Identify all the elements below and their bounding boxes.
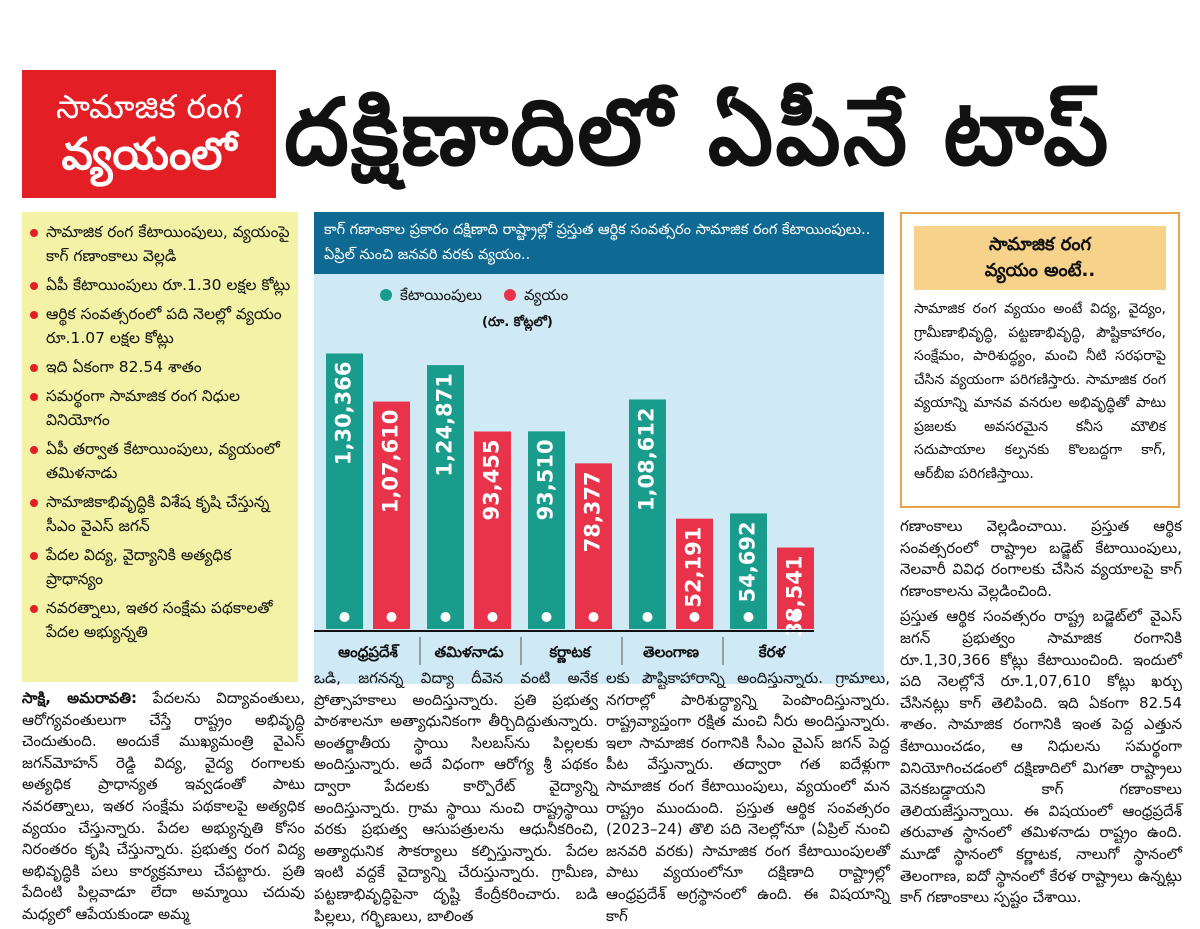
category-label: తెలంగాణ: [643, 643, 700, 661]
highlight-text: నవరత్నాలు, ఇతర సంక్షేమ పథకాలతో పేదల అభ్య…: [46, 599, 273, 641]
highlight-text: ఏపీ తర్వాత కేటాయింపులు, వ్యయంలో తమిళనాడు: [46, 440, 280, 482]
highlight-item: నవరత్నాలు, ఇతర సంక్షేమ పథకాలతో పేదల అభ్య…: [30, 596, 292, 644]
article-column-2: ఒడి, జగనన్న విద్యా దీవెన వంటి అనేక ప్రోత…: [314, 669, 598, 925]
bar: [474, 431, 511, 629]
info-title-line2: వ్యయం అంటే..: [984, 260, 1096, 281]
data-label: 78,377: [581, 471, 605, 552]
highlights-panel: సామాజిక రంగ కేటాయింపులు, వ్యయంపై కాగ్ గణ…: [22, 212, 298, 682]
headline: దక్షిణాదిలో ఏపీనే టాప్: [284, 79, 1111, 186]
bar-dot: [642, 612, 653, 622]
bullet-icon: [30, 393, 38, 401]
bar-dot: [487, 612, 498, 622]
highlight-item: సామాజికాభివృద్ధికి విశేష కృషి చేస్తున్న …: [30, 490, 292, 538]
data-label: 1,07,610: [379, 410, 403, 514]
highlight-item: ఇది ఏకంగా 82.54 శాతం: [30, 355, 292, 379]
bar: [629, 399, 666, 629]
bar: [528, 431, 565, 629]
unit-label: (రూ. కోట్లలో): [482, 314, 553, 332]
dateline: సాక్షి, అమరావతి:: [22, 689, 138, 707]
bar: [427, 365, 464, 629]
chart-title: కాగ్ గణాంకాల ప్రకారం దక్షిణాది రాష్ట్రాల…: [314, 212, 884, 274]
bullet-icon: [30, 311, 38, 319]
highlight-item: ఏపీ కేటాయింపులు రూ.1.30 లక్షల కోట్లు: [30, 273, 292, 297]
category-label: కేరళ: [758, 643, 787, 661]
highlight-text: సామాజికాభివృద్ధికి విశేష కృషి చేస్తున్న …: [46, 493, 270, 535]
bar-dot: [588, 612, 599, 622]
category-label: తమిళనాడు: [434, 643, 503, 661]
info-title: సామాజిక రంగ వ్యయం అంటే..: [914, 226, 1166, 290]
chart-panel: కాగ్ గణాంకాల ప్రకారం దక్షిణాది రాష్ట్రాల…: [314, 212, 884, 684]
bullet-icon: [30, 552, 38, 560]
bar-dot: [541, 612, 552, 622]
bar-dot: [339, 612, 350, 622]
bar-dot: [386, 612, 397, 622]
highlight-item: పేదల విద్య, వైద్యానికి అత్యధిక ప్రాధాన్య…: [30, 543, 292, 591]
legend-label: కేటాయింపులు: [400, 286, 482, 304]
highlight-text: సామాజిక రంగ కేటాయింపులు, వ్యయంపై కాగ్ గణ…: [46, 223, 290, 265]
legend-label: వ్యయం: [524, 286, 569, 306]
highlight-item: ఆర్థిక సంవత్సరంలో పది నెలల్లో వ్యయం రూ.1…: [30, 302, 292, 350]
article-text: పేదలను విద్యావంతులు, ఆరోగ్యవంతులుగా చేస్…: [22, 689, 305, 923]
legend-marker: [504, 289, 516, 301]
bar: [373, 401, 410, 629]
bar: [676, 518, 713, 629]
highlight-text: సమర్థంగా సామాజిక రంగ నిధుల వినియోగం: [46, 387, 240, 429]
bar-chart: కేటాయింపులు వ్యయం (రూ. కోట్లలో) 1,30,366 1,0…: [314, 286, 814, 665]
bar-dot: [743, 612, 754, 622]
bar-dot: [440, 612, 451, 622]
section-tag: సామాజిక రంగ వ్యయంలో: [22, 70, 276, 198]
article-column-3: లకు పౌష్టికాహారాన్ని అందిస్తున్నారు. గ్ర…: [606, 669, 890, 925]
info-title-line1: సామాజిక రంగ: [989, 234, 1091, 255]
highlight-text: ఇది ఏకంగా 82.54 శాతం: [46, 358, 202, 376]
data-label: 38,541: [783, 556, 807, 637]
data-label: 1,30,366: [332, 361, 356, 465]
bullet-icon: [30, 229, 38, 237]
article-column-right: గణాంకాలు వెల్లడించాయి. ప్రస్తుత ఆర్థిక స…: [900, 516, 1182, 916]
category-label: కర్ణాటక: [548, 643, 591, 664]
highlights-list: సామాజిక రంగ కేటాయింపులు, వ్యయంపై కాగ్ గణ…: [30, 220, 292, 644]
bullet-icon: [30, 282, 38, 290]
highlight-text: ఏపీ కేటాయింపులు రూ.1.30 లక్షల కోట్లు: [46, 276, 291, 294]
article-paragraph: ప్రస్తుత ఆర్థిక సంవత్సరం రాష్ట్ర బడ్జెట్…: [900, 607, 1182, 907]
highlight-text: పేదల విద్య, వైద్యానికి అత్యధిక ప్రాధాన్య…: [46, 546, 232, 588]
bullet-icon: [30, 499, 38, 507]
highlight-item: ఏపీ తర్వాత కేటాయింపులు, వ్యయంలో తమిళనాడు: [30, 437, 292, 485]
info-box: సామాజిక రంగ వ్యయం అంటే.. సామాజిక రంగ వ్య…: [900, 212, 1180, 508]
data-label: 93,455: [480, 439, 504, 520]
bullet-icon: [30, 605, 38, 613]
highlight-item: సమర్థంగా సామాజిక రంగ నిధుల వినియోగం: [30, 384, 292, 432]
data-label: 54,692: [736, 521, 760, 602]
bar-dot: [689, 612, 700, 622]
bullet-icon: [30, 446, 38, 454]
info-body: సామాజిక రంగ వ్యయం అంటే విద్య, వైద్యం, గ్…: [914, 301, 1166, 482]
article-paragraph: గణాంకాలు వెల్లడించాయి. ప్రస్తుత ఆర్థిక స…: [900, 517, 1182, 600]
data-label: 1,24,871: [433, 373, 457, 477]
bullet-icon: [30, 364, 38, 372]
highlight-item: సామాజిక రంగ కేటాయింపులు, వ్యయంపై కాగ్ గణ…: [30, 220, 292, 268]
data-label: 52,191: [682, 527, 706, 608]
section-tag-line1: సామాజిక రంగ: [56, 87, 242, 126]
legend-marker: [380, 289, 392, 301]
bar: [575, 463, 612, 629]
bar: [730, 513, 767, 629]
category-label: ఆంధ్రప్రదేశ్: [338, 643, 399, 662]
article-column-1: సాక్షి, అమరావతి: పేదలను విద్యావంతులు, ఆర…: [22, 688, 305, 924]
highlight-text: ఆర్థిక సంవత్సరంలో పది నెలల్లో వ్యయం రూ.1…: [46, 305, 282, 347]
data-label: 93,510: [534, 439, 558, 520]
section-tag-line2: వ్యయంలో: [61, 129, 237, 180]
data-label: 1,08,612: [635, 407, 659, 511]
bar-dot: [790, 612, 801, 622]
bar: [326, 353, 363, 629]
